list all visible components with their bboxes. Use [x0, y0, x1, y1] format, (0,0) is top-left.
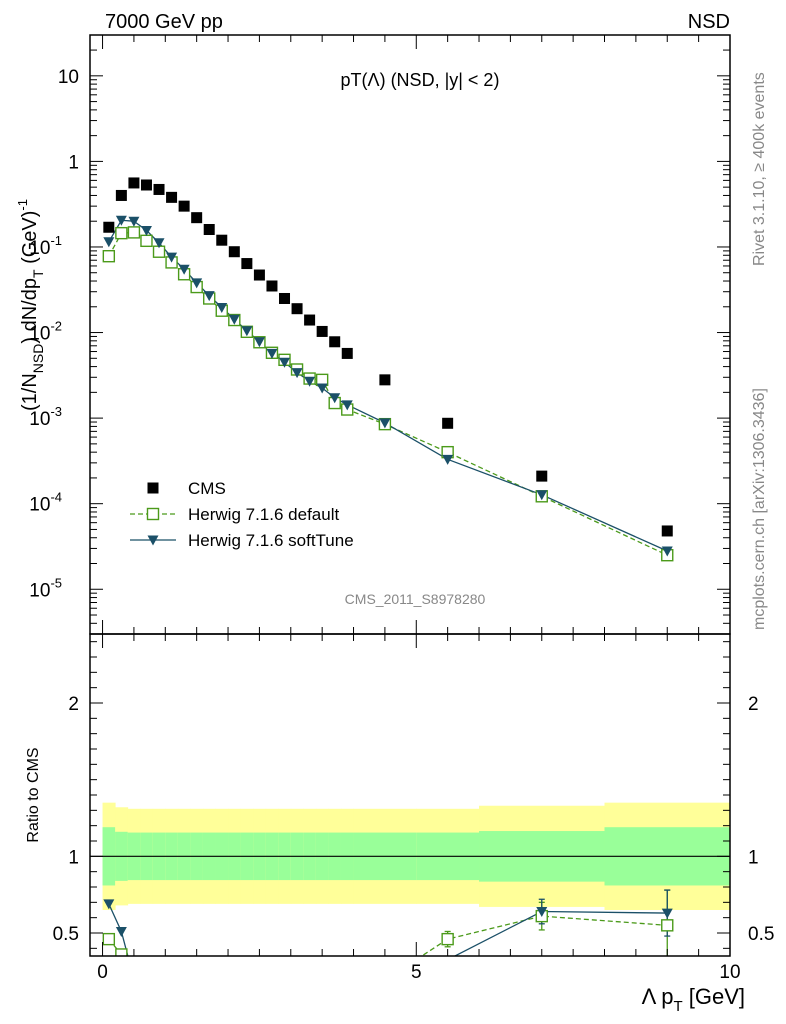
cms-point — [536, 470, 548, 482]
ratio-panel: 2 2 1 1 0.5 0.5 0 5 10 Ratio to CMS — [25, 633, 774, 983]
softtune-ratio-point — [661, 908, 673, 919]
softtune-point — [228, 314, 240, 325]
legend-marker-cms — [147, 482, 159, 494]
y-axis-label-text: (1/NNSD) dN/dpT (GeV)-1 — [15, 199, 46, 411]
default-point — [140, 234, 153, 248]
softtune-point — [115, 215, 127, 226]
cms-point — [103, 221, 115, 233]
softtune-ratio-point — [115, 926, 127, 937]
cms-point — [128, 177, 140, 189]
ratio-y-tick-label-right: 1 — [748, 847, 759, 868]
y-axis-label: (1/NNSD) dN/dpT (GeV)-1 — [15, 199, 46, 411]
softtune-series-line — [108, 219, 668, 552]
x-tick-label: 5 — [411, 962, 422, 983]
default-ratio-point — [441, 932, 454, 946]
cms-point — [379, 374, 391, 386]
cms-point — [304, 314, 316, 326]
ratio-y-tick-label-right: 2 — [748, 694, 759, 715]
energy-label: 7000 GeV pp — [105, 11, 223, 33]
ratio-series — [102, 889, 674, 956]
ratio-y-tick-label: 0.5 — [53, 924, 79, 945]
process-label: NSD — [688, 11, 730, 33]
rivet-label: Rivet 3.1.10, ≥ 400k events — [751, 72, 768, 266]
x-axis-label-text: Λ pT [GeV] — [642, 984, 745, 1015]
softtune-point — [103, 237, 115, 248]
cms-point — [291, 303, 303, 315]
legend-label: CMS — [188, 479, 226, 498]
cms-point — [228, 246, 240, 258]
softtune-ratio-point — [536, 907, 548, 918]
softtune-point — [536, 490, 548, 501]
cms-point — [140, 179, 152, 191]
legend-label: Herwig 7.1.6 default — [188, 505, 339, 524]
main-frame — [89, 34, 731, 635]
legend-marker-default — [146, 507, 160, 521]
ratio-y-tick-label-right: 0.5 — [748, 924, 774, 945]
softtune-point — [279, 357, 291, 368]
legend: CMS Herwig 7.1.6 default Herwig 7.1.6 soft… — [130, 479, 354, 550]
softtune-point — [266, 348, 278, 359]
x-tick-label: 10 — [719, 962, 740, 983]
softtune-ratio-point — [103, 899, 115, 910]
softtune-point — [166, 252, 178, 263]
default-point — [102, 250, 116, 263]
softtune-point — [341, 400, 353, 411]
analysis-watermark: CMS_2011_S8978280 — [345, 591, 486, 607]
x-tick-label: 0 — [97, 962, 108, 983]
legend-label: Herwig 7.1.6 softTune — [188, 531, 354, 550]
softtune-point — [316, 383, 328, 394]
softtune-point — [661, 546, 673, 557]
legend-marker-softtune — [147, 535, 159, 546]
default-ratio-point — [102, 932, 116, 946]
softtune-point — [379, 418, 391, 429]
ratio-y-tick-label: 2 — [68, 694, 79, 715]
x-axis-label: Λ pT [GeV] — [642, 984, 745, 1015]
cms-point — [115, 189, 127, 201]
cms-point — [266, 280, 278, 292]
cms-point — [166, 191, 178, 203]
cms-point — [178, 200, 190, 212]
softtune-point — [191, 278, 203, 289]
cms-point — [241, 258, 253, 270]
y-tick-label: 10 — [58, 67, 79, 88]
softtune-point — [203, 291, 215, 302]
cms-point — [661, 525, 673, 537]
softtune-point — [216, 303, 228, 314]
cms-point — [216, 234, 228, 246]
cms-point — [341, 347, 353, 359]
softtune-point — [329, 393, 341, 404]
mcplots-label: mcplots.cern.ch [arXiv:1306.3436] — [751, 388, 768, 630]
default-ratio-point — [115, 948, 128, 956]
default-ratio-line — [420, 915, 668, 956]
softtune-point — [304, 376, 316, 387]
softtune-point — [291, 368, 303, 379]
cms-point — [442, 417, 454, 429]
default-point — [115, 226, 128, 240]
cms-point — [279, 292, 291, 304]
ratio-y-tick-label: 1 — [68, 847, 79, 868]
default-ratio-point — [661, 919, 674, 932]
plot-title: pT(Λ) (NSD, |y| < 2) — [341, 70, 500, 90]
softtune-point — [128, 216, 140, 227]
y-tick-label: 10-5 — [29, 575, 62, 601]
softtune-point — [140, 225, 152, 236]
softtune-point — [178, 264, 190, 275]
ratio-axis-label: Ratio to CMS — [25, 747, 42, 842]
y-tick-label: 1 — [68, 152, 79, 173]
y-tick-label: 10-4 — [29, 490, 62, 516]
cms-point — [203, 224, 215, 236]
cms-point — [329, 336, 341, 348]
default-point — [127, 226, 141, 239]
softtune-point — [442, 454, 454, 465]
cms-point — [153, 183, 165, 195]
softtune-point — [253, 337, 265, 348]
cms-point — [253, 269, 265, 281]
cms-point — [191, 212, 203, 224]
softtune-point — [153, 238, 165, 249]
softtune-point — [241, 326, 253, 337]
cms-point — [316, 325, 328, 337]
